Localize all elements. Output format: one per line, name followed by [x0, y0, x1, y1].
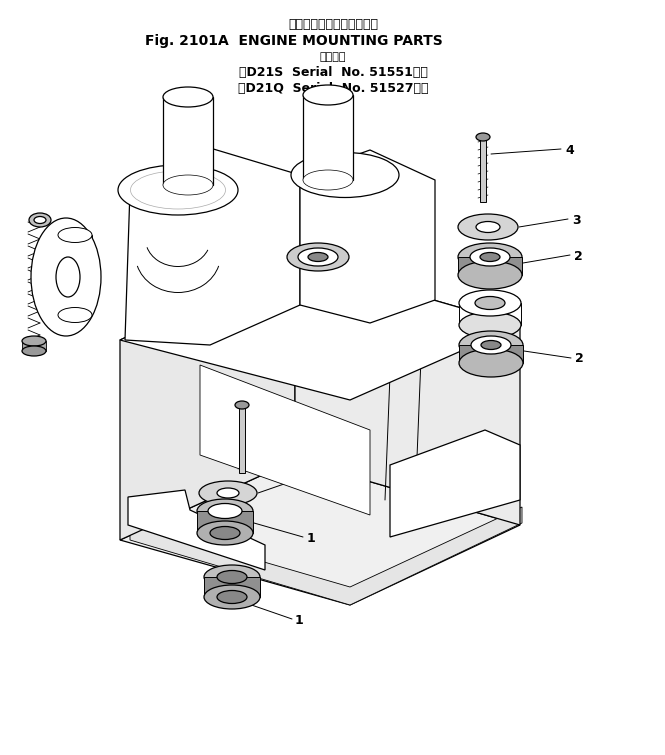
- Polygon shape: [22, 341, 46, 351]
- Ellipse shape: [235, 401, 249, 409]
- Ellipse shape: [459, 331, 523, 359]
- Polygon shape: [128, 490, 265, 570]
- Ellipse shape: [29, 213, 51, 227]
- Ellipse shape: [303, 85, 353, 105]
- Polygon shape: [300, 150, 435, 323]
- Text: 3: 3: [314, 469, 323, 482]
- Text: Fig. 2101A  ENGINE MOUNTING PARTS: Fig. 2101A ENGINE MOUNTING PARTS: [145, 34, 443, 48]
- Polygon shape: [200, 365, 370, 515]
- Polygon shape: [303, 95, 353, 180]
- Text: （D21S  Serial  No. 51551～）: （D21S Serial No. 51551～）: [239, 66, 428, 79]
- Ellipse shape: [163, 87, 213, 107]
- Ellipse shape: [459, 312, 521, 338]
- Ellipse shape: [217, 488, 239, 498]
- Ellipse shape: [459, 290, 521, 316]
- Ellipse shape: [475, 297, 505, 310]
- Ellipse shape: [476, 133, 490, 141]
- Polygon shape: [163, 97, 213, 185]
- Ellipse shape: [287, 243, 349, 271]
- Polygon shape: [458, 257, 522, 275]
- Ellipse shape: [208, 504, 242, 519]
- Ellipse shape: [459, 349, 523, 377]
- Polygon shape: [120, 260, 520, 400]
- Ellipse shape: [197, 521, 253, 545]
- Polygon shape: [120, 460, 520, 605]
- Ellipse shape: [22, 346, 46, 356]
- Ellipse shape: [303, 170, 353, 190]
- Polygon shape: [125, 145, 300, 345]
- Ellipse shape: [118, 165, 238, 215]
- Polygon shape: [130, 507, 522, 605]
- Ellipse shape: [458, 243, 522, 271]
- Ellipse shape: [471, 336, 511, 354]
- Ellipse shape: [476, 221, 500, 233]
- Ellipse shape: [22, 336, 46, 346]
- Text: 適用号機: 適用号機: [320, 52, 346, 62]
- Ellipse shape: [204, 565, 260, 589]
- Ellipse shape: [204, 585, 260, 609]
- Ellipse shape: [34, 217, 46, 223]
- Ellipse shape: [298, 248, 338, 266]
- Ellipse shape: [197, 499, 253, 523]
- Ellipse shape: [210, 526, 240, 540]
- Ellipse shape: [480, 252, 500, 261]
- Text: 2: 2: [574, 249, 583, 263]
- Text: 4: 4: [316, 436, 325, 449]
- Text: （D21Q  Serial  No. 51527～）: （D21Q Serial No. 51527～）: [238, 82, 428, 95]
- Text: 1: 1: [307, 532, 316, 546]
- Polygon shape: [459, 345, 523, 363]
- Text: 4: 4: [565, 143, 574, 156]
- Polygon shape: [197, 511, 253, 533]
- Polygon shape: [239, 405, 245, 473]
- Polygon shape: [390, 430, 520, 537]
- Polygon shape: [58, 235, 92, 315]
- Ellipse shape: [481, 341, 501, 350]
- Ellipse shape: [458, 261, 522, 289]
- Text: 3: 3: [572, 214, 581, 226]
- Ellipse shape: [217, 571, 247, 584]
- Ellipse shape: [470, 248, 510, 266]
- Text: 2: 2: [575, 353, 584, 365]
- Ellipse shape: [58, 307, 92, 322]
- Polygon shape: [459, 303, 521, 325]
- Polygon shape: [120, 260, 295, 540]
- Text: エンジン　取　付　部　品: エンジン 取 付 部 品: [288, 19, 378, 32]
- Ellipse shape: [31, 218, 101, 336]
- Ellipse shape: [199, 481, 257, 505]
- Ellipse shape: [130, 171, 225, 209]
- Polygon shape: [480, 137, 486, 202]
- Text: 1: 1: [295, 615, 304, 627]
- Polygon shape: [204, 577, 260, 597]
- Ellipse shape: [308, 252, 328, 261]
- Ellipse shape: [56, 257, 80, 297]
- Ellipse shape: [58, 227, 92, 242]
- Polygon shape: [295, 260, 520, 525]
- Ellipse shape: [163, 175, 213, 195]
- Ellipse shape: [291, 153, 399, 198]
- Ellipse shape: [217, 590, 247, 603]
- Ellipse shape: [458, 214, 518, 240]
